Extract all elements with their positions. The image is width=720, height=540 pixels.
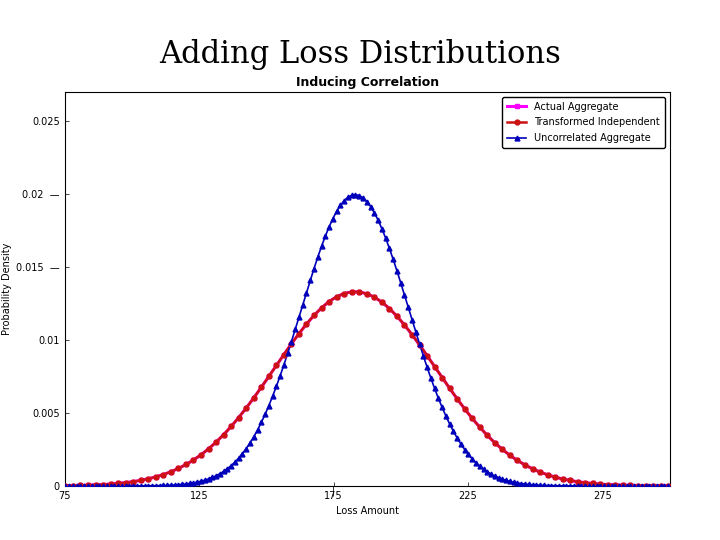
X-axis label: Loss Amount: Loss Amount	[336, 507, 399, 516]
Legend: Actual Aggregate, Transformed Independent, Uncorrelated Aggregate: Actual Aggregate, Transformed Independen…	[502, 97, 665, 148]
Text: Adding Loss Distributions: Adding Loss Distributions	[159, 38, 561, 70]
Title: Inducing Correlation: Inducing Correlation	[296, 76, 438, 89]
Text: |: |	[332, 486, 336, 496]
Y-axis label: Probability Density: Probability Density	[2, 242, 12, 335]
